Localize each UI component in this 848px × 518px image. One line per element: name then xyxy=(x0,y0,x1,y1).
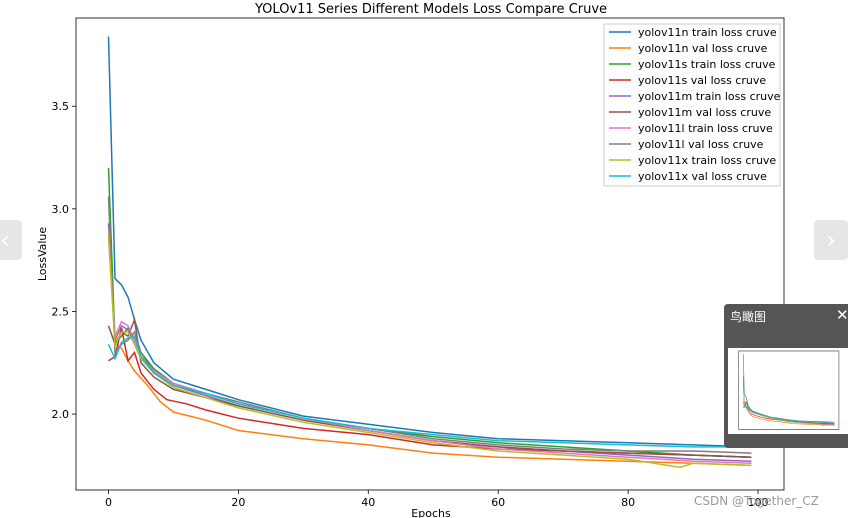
legend-label: yolov11x val loss cruve xyxy=(638,170,767,183)
series-line-5 xyxy=(107,316,752,458)
series-line-4 xyxy=(107,223,752,463)
overview-panel: 鸟瞰图 ✕ xyxy=(724,304,848,448)
x-axis-label: Epochs xyxy=(411,507,451,518)
y-tick-label: 2.5 xyxy=(52,305,70,318)
series-line-1 xyxy=(107,235,752,467)
series-lines xyxy=(107,36,752,469)
x-tick-label: 0 xyxy=(105,496,112,509)
legend-label: yolov11s train loss cruve xyxy=(638,58,776,71)
legend: yolov11n train loss cruve yolov11n val lo… xyxy=(603,23,781,187)
overview-title: 鸟瞰图 xyxy=(730,310,767,324)
legend-label: yolov11x train loss cruve xyxy=(638,154,776,167)
legend-label: yolov11s val loss cruve xyxy=(638,74,766,87)
x-tick-label: 100 xyxy=(748,496,769,509)
next-image-button[interactable]: › xyxy=(814,220,848,260)
overview-thumbnail[interactable] xyxy=(728,348,848,434)
series-line-6 xyxy=(107,229,752,465)
chart-title: YOLOv11 Series Different Models Loss Com… xyxy=(254,2,607,17)
series-line-0 xyxy=(107,36,752,448)
x-axis-ticks: 0 20 40 60 80 100 xyxy=(105,490,769,509)
close-icon[interactable]: ✕ xyxy=(836,306,848,324)
legend-label: yolov11m val loss cruve xyxy=(638,106,771,119)
y-axis-label: LossValue xyxy=(36,227,49,282)
legend-label: yolov11m train loss cruve xyxy=(638,90,781,103)
legend-label: yolov11n train loss cruve xyxy=(638,26,777,39)
chevron-right-icon: › xyxy=(826,226,836,254)
series-line-8 xyxy=(107,233,752,469)
y-tick-label: 3.0 xyxy=(52,203,70,216)
legend-label: yolov11l val loss cruve xyxy=(638,138,764,151)
plot-frame xyxy=(75,17,785,491)
legend-label: yolov11n val loss cruve xyxy=(638,42,768,55)
legend-box xyxy=(603,23,781,187)
series-line-7 xyxy=(107,196,752,454)
x-tick-label: 20 xyxy=(231,496,245,509)
y-axis-ticks: 2.0 2.5 3.0 3.5 xyxy=(52,100,76,421)
series-line-2 xyxy=(107,167,752,458)
x-tick-label: 40 xyxy=(361,496,375,509)
y-tick-label: 2.0 xyxy=(52,408,70,421)
x-tick-label: 80 xyxy=(621,496,635,509)
x-tick-label: 60 xyxy=(491,496,505,509)
watermark: CSDN @Together_CZ xyxy=(694,494,819,508)
previous-image-button[interactable]: ‹ xyxy=(0,220,22,260)
legend-label: yolov11l train loss cruve xyxy=(638,122,773,135)
series-line-9 xyxy=(107,335,752,448)
y-tick-label: 3.5 xyxy=(52,100,70,113)
chevron-left-icon: ‹ xyxy=(0,226,10,254)
